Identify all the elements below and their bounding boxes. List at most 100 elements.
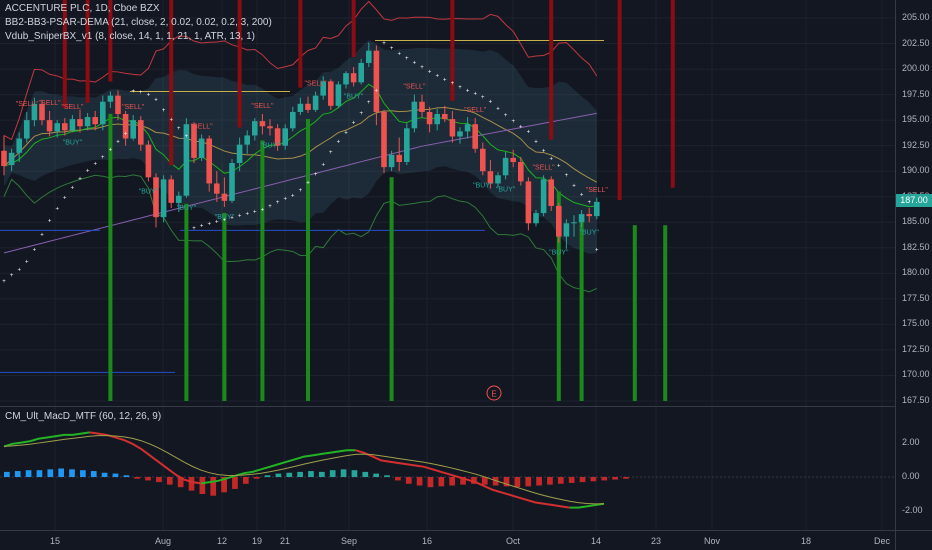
macd-histogram-bar [286,472,293,477]
psar-dot: + [215,219,219,225]
macd-histogram-bar [547,477,553,485]
psar-dot: + [147,92,151,98]
macd-histogram-bar [362,471,369,477]
macd-histogram-bar [395,477,401,481]
candle-body [320,81,326,96]
candle-body [1,150,7,167]
sell-signal-bar [169,0,174,166]
candle-body [434,114,440,125]
indicator-2-text: Vdub_SniperBX_v1 (8, close, 14, 1, 1, 21… [5,31,255,42]
candle-body [69,119,76,131]
sell-label: "SELL" [61,104,84,111]
price-tick: 167.50 [902,395,930,405]
psar-dot: + [245,211,249,217]
candle-body [290,111,296,129]
macd-histogram-bar [166,477,173,485]
sell-signal-bar [549,0,554,140]
candle-body [578,214,585,223]
time-tick: 15 [49,536,61,546]
macd-histogram-bar [221,477,227,493]
symbol-text: ACCENTURE PLC, 1D, Cboe BZX [5,3,160,14]
macd-histogram-bar [210,477,217,496]
price-tick: 202.50 [902,37,930,48]
macd-histogram-bar [416,477,423,486]
macd-histogram-bar [80,470,86,477]
macd-histogram-bar [340,469,347,477]
psar-dot: + [78,177,82,183]
psar-dot: + [321,162,325,168]
earnings-marker[interactable] [486,385,502,401]
psar-dot: + [283,197,287,203]
sell-label: "SELL" [122,104,145,111]
candle-body [183,124,190,196]
macd-histogram-bar [25,470,32,477]
time-tick: 18 [800,536,812,546]
candle-body [274,128,281,146]
macd-tick: 0.00 [902,471,920,481]
macd-histogram-bar [4,471,10,477]
macd-histogram-bar [232,477,238,489]
candle-body [153,177,159,218]
macd-histogram-bar [319,471,325,477]
psar-dot: + [276,200,280,206]
psar-dot: + [375,88,379,94]
psar-dot: + [572,183,576,189]
candle-body [540,179,547,214]
time-tick: 21 [279,536,291,546]
psar-dot: + [466,88,470,94]
indicator-1-legend[interactable]: BB2-BB3-PSAR-DEMA (21, close, 2, 0.02, 0… [5,17,272,28]
psar-dot: + [329,150,333,156]
macd-histogram-bar [492,477,499,486]
candle-body [510,157,516,163]
buy-label: "BUY" [496,186,516,193]
macd-histogram-bar [101,472,108,477]
candle-body [358,62,364,83]
psar-dot: + [116,139,120,145]
candle-body [480,148,486,172]
psar-dot: + [17,268,21,274]
candle-body [495,175,501,184]
candle-body [312,95,319,110]
candle-body [176,195,182,203]
buy-signal-bar [579,222,584,401]
psar-dot: + [458,85,462,91]
indicator-2-legend[interactable]: Vdub_SniperBX_v1 (8, close, 14, 1, 1, 21… [5,31,255,42]
buy-label: "BUY" [549,250,569,257]
candle-body [449,119,456,137]
sell-signal-bar [298,0,303,88]
indicator-1-text: BB2-BB3-PSAR-DEMA (21, close, 2, 0.02, 0… [5,17,272,28]
candle-body [168,179,174,203]
psar-dot: + [337,140,341,146]
symbol-title[interactable]: ACCENTURE PLC, 1D, Cboe BZX [5,3,160,14]
sell-label: "SELL" [251,103,274,110]
macd-histogram-bar [145,477,151,481]
macd-histogram-bar [36,470,43,477]
psar-dot: + [390,46,394,52]
macd-histogram-bar [449,477,456,486]
macd-legend-text: CM_Ult_MacD_MTF (60, 12, 26, 9) [5,411,162,422]
psar-dot: + [40,232,44,238]
sell-signal-bar [85,0,90,103]
psar-dot: + [291,193,295,199]
psar-dot: + [587,200,591,206]
macd-histogram-bar [58,468,64,477]
psar-dot: + [428,69,432,75]
price-tick: 170.00 [902,369,930,380]
macd-histogram-bar [297,471,303,477]
candle-body [39,103,45,121]
psar-dot: + [565,173,569,179]
psar-dot: + [299,188,303,194]
psar-dot: + [169,117,173,123]
macd-histogram-bar [438,477,445,487]
psar-dot: + [314,172,318,178]
psar-dot: + [359,111,363,117]
time-tick: Aug [154,536,172,546]
sell-label: "SELL" [39,100,62,107]
candle-body [594,201,600,217]
macd-histogram-bar [568,477,575,483]
candle-body [563,223,570,237]
bb3-lower-line [3,174,598,293]
macd-tick: 2.00 [902,437,920,447]
macd-legend[interactable]: CM_Ult_MacD_MTF (60, 12, 26, 9) [5,411,161,422]
